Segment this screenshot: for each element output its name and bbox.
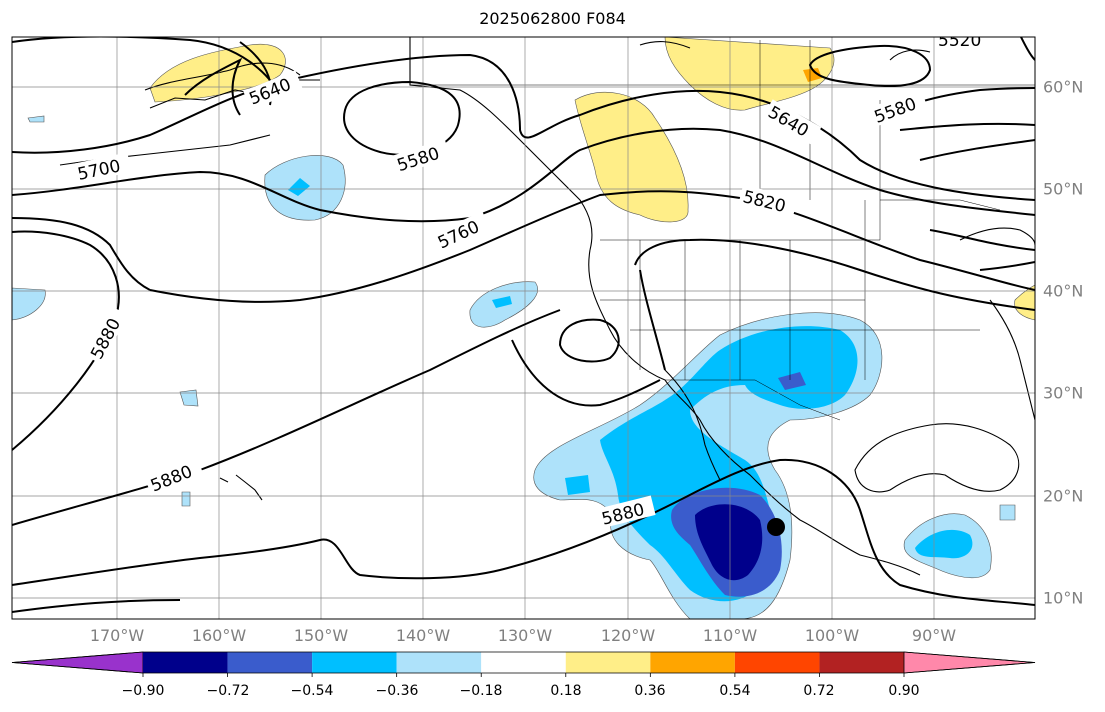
colorbar-extend-high <box>903 651 1036 674</box>
colorbar-tick-label: −0.90 <box>121 683 165 699</box>
colorbar-tick-label: −0.18 <box>459 683 503 699</box>
negative-anomaly-fill <box>12 115 1016 619</box>
colorbar-tick-label: 0.72 <box>803 683 835 699</box>
colorbar-swatch <box>481 652 566 673</box>
storm-center-dot <box>767 518 785 536</box>
lon-label: 90°W <box>911 626 957 645</box>
lon-label: 150°W <box>293 626 349 645</box>
colorbar-swatch <box>396 652 482 673</box>
lat-label: 50°N <box>1043 179 1084 199</box>
colorbar-tick-label: −0.54 <box>290 683 334 699</box>
lon-label: 130°W <box>497 626 553 645</box>
colorbar-tick-label: 0.18 <box>550 683 582 699</box>
graticule <box>12 37 1035 619</box>
lat-label: 40°N <box>1043 281 1084 301</box>
map-frame <box>11 36 1036 620</box>
lat-label: 10°N <box>1043 588 1084 608</box>
lon-label: 100°W <box>804 626 860 645</box>
contour-label: 5520 <box>938 31 981 51</box>
colorbar <box>11 651 1036 677</box>
colorbar-tick-label: 0.54 <box>719 683 751 699</box>
colorbar-swatch <box>819 652 904 673</box>
colorbar-tick-label: −0.72 <box>206 683 250 699</box>
colorbar-tick-label: −0.36 <box>375 683 419 699</box>
colorbar-swatch <box>143 652 228 673</box>
lat-label: 20°N <box>1043 486 1084 506</box>
lat-label: 30°N <box>1043 383 1084 403</box>
colorbar-swatch <box>312 652 397 673</box>
contour-label-group: 5520 5580 5640 5700 5760 5820 5880 5880 … <box>72 31 991 530</box>
lon-label: 110°W <box>702 626 758 645</box>
colorbar-swatch <box>734 652 820 673</box>
colorbar-swatch <box>650 652 735 673</box>
map-title: 2025062800 F084 <box>479 9 626 28</box>
lon-label: 140°W <box>395 626 451 645</box>
colorbar-tick-label: 0.90 <box>888 683 920 699</box>
lon-label: 160°W <box>191 626 247 645</box>
lon-label: 120°W <box>600 626 656 645</box>
lon-label: 170°W <box>89 626 145 645</box>
colorbar-swatch <box>565 652 651 673</box>
colorbar-tick-label: 0.36 <box>634 683 666 699</box>
colorbar-swatch <box>227 652 313 673</box>
colorbar-extend-low <box>11 651 144 674</box>
lat-label: 60°N <box>1043 77 1084 97</box>
height-contours <box>12 37 1035 613</box>
